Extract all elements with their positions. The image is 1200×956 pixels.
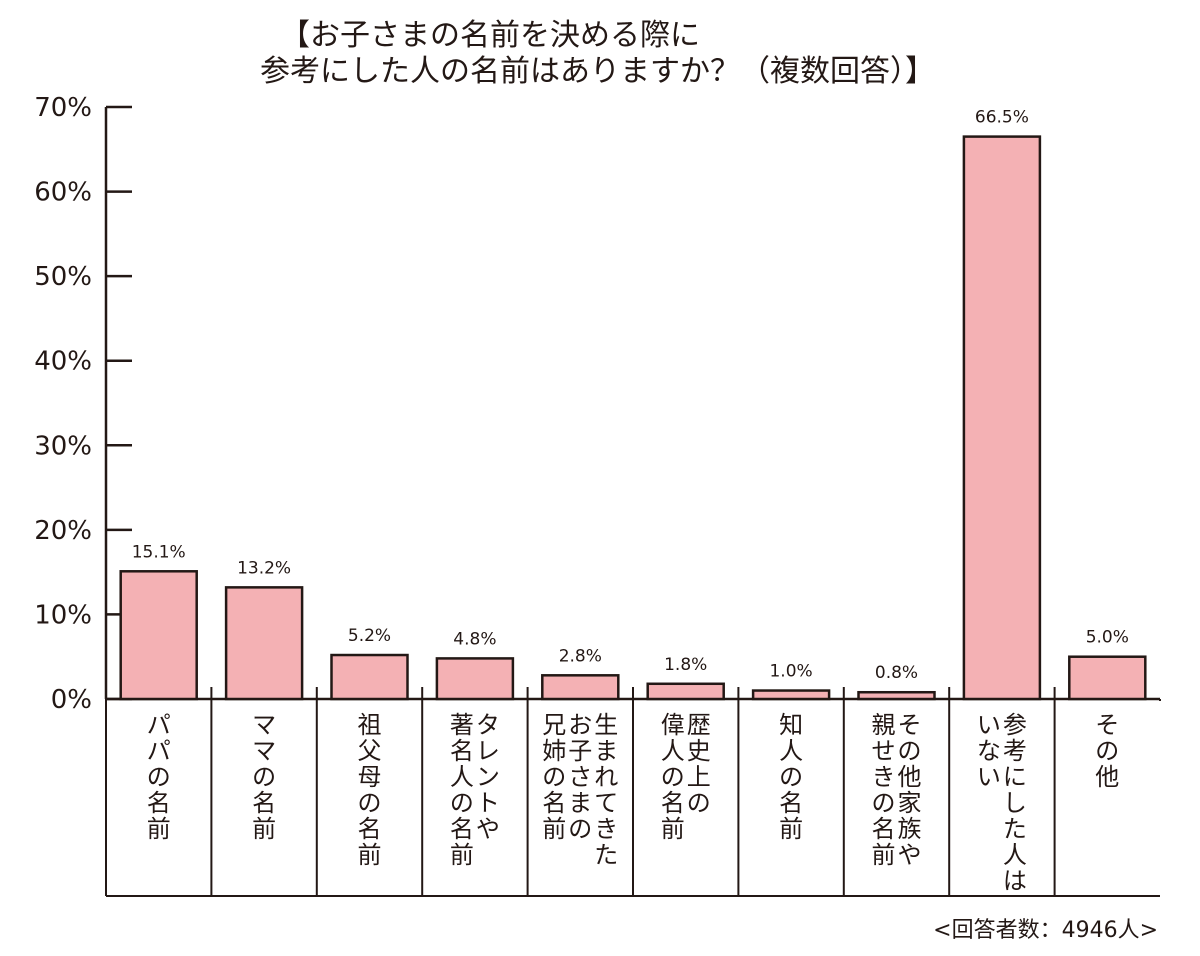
- category-label-line: 生まれてきた: [594, 711, 618, 869]
- category-label-line: ママの名前: [252, 711, 276, 843]
- category-table: パパの名前ママの名前祖父母の名前タレントや著名人の名前生まれてきたお子さまの兄姉…: [105, 687, 1161, 897]
- category-label-line: 参考にした人は: [1003, 711, 1027, 895]
- value-labels: 15.1% 13.2% 5.2% 4.8% 2.8% 1.8% 1.0% 0.8% 66.5% 5…: [132, 108, 1129, 684]
- y-tick-label: 50%: [34, 262, 92, 292]
- bar-value-label: 1.0%: [769, 662, 812, 682]
- category-label-line: いない: [977, 711, 1001, 791]
- chart-title: 【お子さまの名前を決める際に 参考にした人の名前はありますか？（複数回答）】: [260, 18, 960, 90]
- y-tick-label: 70%: [34, 93, 92, 123]
- category-label-line: 親せきの名前: [872, 711, 896, 869]
- category-label: 知人の名前: [779, 711, 803, 843]
- bar: [435, 657, 515, 701]
- bars: [119, 135, 1147, 701]
- bar-value-label: 5.0%: [1086, 628, 1129, 648]
- y-tick-label: 20%: [34, 516, 92, 546]
- bar: [224, 586, 304, 701]
- category-label-line: タレントや: [476, 711, 500, 843]
- bar-value-label: 15.1%: [132, 542, 186, 562]
- category-label-line: その他: [1095, 711, 1119, 791]
- bar: [119, 570, 198, 701]
- category-label-line: 祖父母の名前: [358, 711, 382, 869]
- category-label-line: 知人の名前: [779, 711, 803, 843]
- chart-title-line2: 参考にした人の名前はありますか？（複数回答）】: [260, 54, 935, 89]
- bar-value-label: 13.2%: [237, 558, 291, 578]
- y-tick-label: 60%: [34, 178, 92, 208]
- bar: [541, 674, 620, 701]
- bar: [962, 135, 1042, 701]
- category-label: 祖父母の名前: [358, 711, 382, 869]
- category-label-line: お子さまの: [568, 711, 592, 843]
- bar: [751, 689, 831, 701]
- category-label-line: その他家族や: [898, 711, 922, 869]
- bar: [1068, 655, 1147, 701]
- category-label-line: 偉人の名前: [661, 711, 685, 843]
- bar-value-label: 5.2%: [348, 626, 391, 646]
- bar: [646, 682, 725, 701]
- category-label-line: 著名人の名前: [450, 711, 474, 869]
- category-label: パパの名前: [147, 711, 171, 843]
- chart-title-line1: 【お子さまの名前を決める際に: [280, 18, 700, 53]
- respondent-count: <回答者数：4946人>: [933, 918, 1158, 943]
- category-label: その他: [1095, 711, 1119, 791]
- bar: [857, 690, 936, 701]
- category-label-line: パパの名前: [147, 711, 171, 843]
- bar-value-label: 2.8%: [559, 646, 602, 666]
- bar-value-label: 4.8%: [453, 629, 496, 649]
- y-tick-label: 40%: [34, 347, 92, 377]
- bar-value-label: 0.8%: [875, 663, 918, 683]
- category-label-line: 兄姉の名前: [542, 711, 566, 843]
- y-tick-label: 10%: [34, 600, 92, 630]
- category-label: ママの名前: [252, 711, 276, 843]
- bar-value-label: 1.8%: [664, 655, 707, 675]
- y-axis: 0% 10% 20% 30% 40% 50% 60% 70%: [34, 93, 1160, 715]
- y-tick-label: 30%: [34, 431, 92, 461]
- bar: [330, 653, 409, 701]
- y-tick-label: 0%: [51, 685, 92, 715]
- category-label-line: 歴史上の: [687, 711, 711, 817]
- bar-value-label: 66.5%: [975, 108, 1029, 128]
